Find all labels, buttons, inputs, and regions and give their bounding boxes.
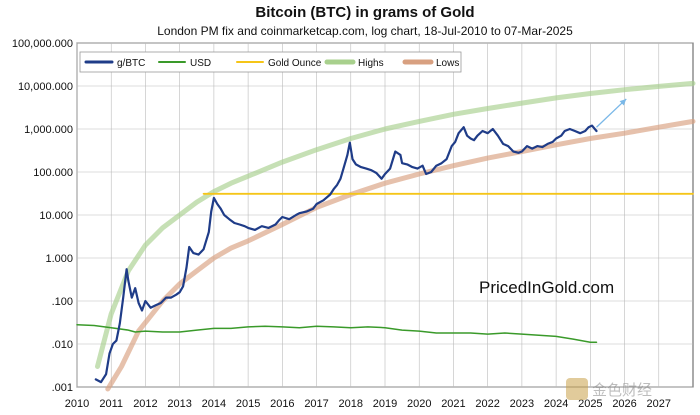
legend-label: Lows <box>436 58 459 69</box>
watermark-icon <box>566 378 588 400</box>
watermark-logo: 金色财经 <box>566 378 652 400</box>
x-tick-label: 2020 <box>407 398 431 410</box>
y-tick-label: 10,000.000 <box>18 81 73 93</box>
y-tick-label: 1.000 <box>45 253 73 265</box>
y-tick-label: 10.000 <box>39 210 73 222</box>
x-tick-label: 2017 <box>304 398 328 410</box>
x-tick-label: 2013 <box>167 398 191 410</box>
x-tick-label: 2015 <box>236 398 260 410</box>
x-tick-label: 2027 <box>647 398 671 410</box>
x-tick-label: 2011 <box>99 398 123 410</box>
chart-subtitle: London PM fix and coinmarketcap.com, log… <box>157 24 573 38</box>
chart-title: Bitcoin (BTC) in grams of Gold <box>255 4 474 21</box>
x-tick-label: 2022 <box>475 398 499 410</box>
x-tick-label: 2018 <box>339 398 363 410</box>
x-tick-label: 2021 <box>441 398 465 410</box>
x-tick-label: 2025 <box>578 398 602 410</box>
legend-box <box>79 51 462 73</box>
x-tick-label: 2016 <box>270 398 294 410</box>
x-tick-label: 2023 <box>510 398 534 410</box>
legend-label: Gold Ounce <box>268 58 322 69</box>
series-line-usd <box>76 324 598 343</box>
y-tick-label: .001 <box>52 382 73 394</box>
x-tick-label: 2014 <box>202 398 226 410</box>
legend-label: g/BTC <box>117 58 145 69</box>
y-tick-label: 1,000.000 <box>24 124 73 136</box>
series-line-g-btc <box>94 124 598 384</box>
y-tick-label: 100,000.000 <box>12 38 73 50</box>
y-tick-label: .100 <box>52 296 73 308</box>
projection-arrow-line <box>596 98 627 128</box>
legend-label: Highs <box>358 58 384 69</box>
series-line-highs <box>95 80 696 369</box>
y-tick-label: .010 <box>52 339 73 351</box>
series-line-lows <box>105 118 696 392</box>
brand-label: PricedInGold.com <box>479 278 614 297</box>
watermark-text: 金色财经 <box>592 381 652 399</box>
y-tick-label: 100.000 <box>33 167 73 179</box>
legend-label: USD <box>190 58 211 69</box>
projection-arrow-head <box>619 98 627 106</box>
x-tick-label: 2012 <box>133 398 157 410</box>
x-tick-label: 2026 <box>612 398 636 410</box>
x-tick-label: 2024 <box>544 398 568 410</box>
x-tick-label: 2019 <box>373 398 397 410</box>
x-tick-label: 2010 <box>65 398 89 410</box>
